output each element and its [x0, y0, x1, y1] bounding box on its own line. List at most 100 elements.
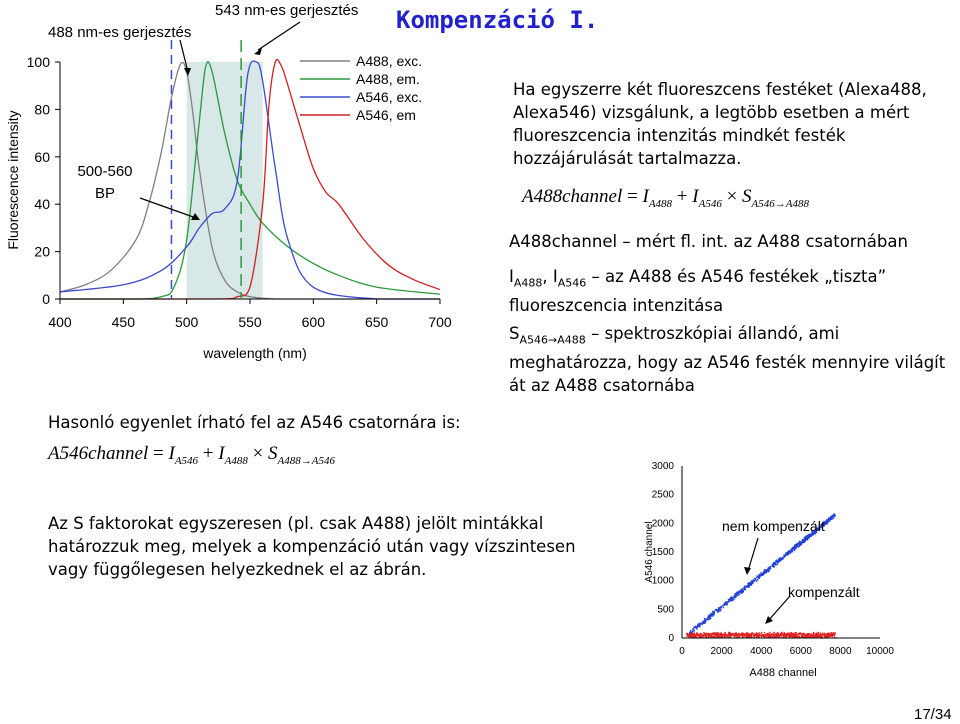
scatter-point [746, 634, 749, 637]
scatter-point [693, 630, 695, 632]
scatter-point [769, 566, 772, 568]
definition-intensity: IA488, IA546 – az A488 és A546 festékek … [509, 265, 949, 317]
scatter-point [691, 636, 693, 638]
scatter-point [796, 635, 798, 638]
scatter-point [787, 553, 789, 555]
scatter-point [779, 632, 782, 635]
scatter-point [764, 570, 766, 572]
scatter-point [692, 635, 694, 637]
scatter-point [767, 570, 770, 572]
scatter-point [829, 520, 831, 522]
scatter-point [799, 632, 801, 635]
scatter-point [796, 633, 799, 636]
def2-text: – az A488 és A546 festékek „tiszta” fluo… [509, 267, 887, 316]
arrow-488-head [184, 68, 191, 76]
scatter-point [688, 636, 690, 638]
scatter-point [712, 615, 714, 617]
scatter-point [711, 632, 713, 634]
scatter-point [725, 634, 728, 636]
scatter-point [823, 522, 825, 525]
annotation-not-compensated: nem kompenzált [722, 518, 825, 534]
scatter-point [808, 635, 810, 637]
spectra-x-tick-label: 450 [112, 314, 136, 330]
scatter-point [699, 635, 701, 637]
scatter-point [775, 559, 778, 561]
scatter-point [748, 633, 750, 635]
scatter-point [738, 633, 740, 636]
scatter-point [742, 587, 744, 589]
scatter-point [707, 634, 709, 637]
scatter-point [747, 583, 749, 585]
scatter-point [753, 632, 755, 635]
scatter-point [785, 552, 787, 555]
scatter-point [733, 595, 736, 598]
formula-a546-lhs: A546channel [48, 443, 149, 464]
scatter-point [718, 635, 720, 637]
scatter-point [808, 533, 810, 536]
scatter-point [752, 635, 755, 637]
scatter-point [728, 633, 730, 635]
scatter-point [715, 610, 718, 612]
scatter-point [798, 543, 801, 545]
scatter-point [787, 632, 789, 635]
scatter-point [736, 591, 738, 593]
scatter-point [742, 634, 744, 637]
scatter-point [771, 636, 774, 638]
scatter-point [789, 633, 791, 635]
scatter-point [752, 632, 754, 634]
scatter-point [760, 572, 762, 574]
scatter-point [775, 635, 777, 637]
scatter-point [817, 632, 820, 634]
scatter-point [698, 636, 700, 638]
scatter-point [703, 621, 706, 623]
scatter-point [782, 635, 785, 637]
scatter-point [755, 633, 757, 635]
scatter-point [686, 634, 689, 637]
scatter-point [804, 539, 806, 542]
scatter-point [709, 617, 712, 620]
spectra-y-tick-label: 60 [34, 149, 50, 165]
scatter-point [707, 636, 710, 638]
scatter-point [807, 632, 809, 635]
scatter-point [807, 635, 809, 638]
scatter-point [729, 633, 731, 635]
scatter-point [717, 611, 719, 613]
scatter-point [756, 575, 758, 577]
scatter-point [733, 597, 735, 599]
scatter-point [689, 631, 691, 633]
scatter-point [751, 633, 753, 635]
scatter-point [798, 545, 801, 547]
scatter-point [713, 610, 715, 612]
scatter-point [725, 636, 727, 638]
scatter-point [739, 590, 742, 592]
scatter-point [798, 540, 801, 543]
scatter-point [776, 562, 779, 564]
scatter-point [830, 633, 832, 635]
formula-a546-plus: + [202, 443, 214, 464]
scatter-point [735, 634, 737, 636]
scatter-point [791, 546, 794, 549]
scatter-point [723, 634, 725, 636]
scatter-point [756, 577, 758, 579]
scatter-point [722, 606, 724, 609]
scatter-point [697, 624, 699, 626]
scatter-point [823, 520, 825, 522]
scatter-point [690, 635, 693, 637]
scatter-point [753, 580, 756, 582]
scatter-point [833, 515, 835, 517]
scatter-x-tick-label: 8000 [829, 646, 852, 657]
scatter-point [827, 632, 829, 635]
scatter-point [810, 534, 812, 536]
scatter-point [799, 633, 801, 636]
scatter-point [812, 634, 814, 637]
scatter-point [806, 538, 809, 540]
scatter-point [734, 594, 736, 596]
scatter-point [831, 635, 834, 637]
scatter-point [780, 558, 783, 561]
scatter-point [826, 633, 828, 635]
scatter-point [710, 616, 712, 618]
scatter-point [769, 566, 771, 568]
scatter-point [814, 633, 816, 635]
scatter-point [726, 635, 728, 637]
scatter-point [687, 634, 690, 636]
